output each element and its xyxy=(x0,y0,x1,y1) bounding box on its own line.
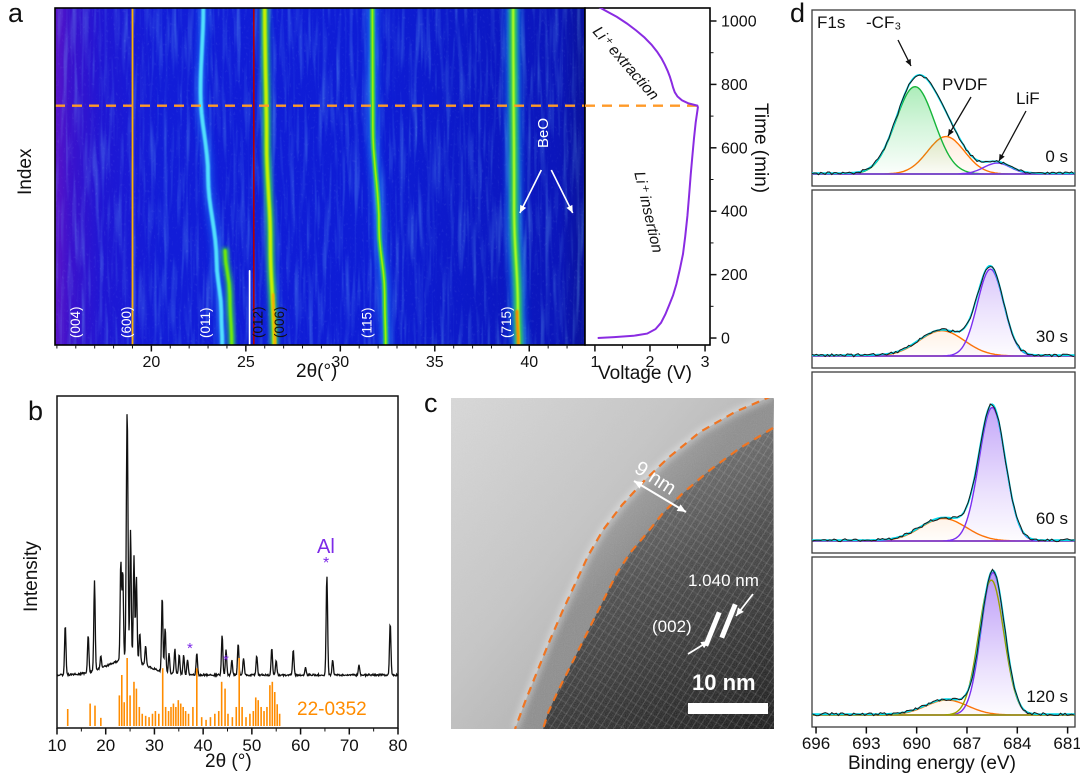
reference-stick-pattern xyxy=(66,658,281,726)
raw-data-trace xyxy=(811,74,1075,176)
f1s-region-label: F1s xyxy=(817,13,846,32)
al-peak-label: Al xyxy=(317,536,335,558)
panel-d-x-axis-title: Binding energy (eV) xyxy=(848,753,1016,774)
cf3-peak-label: -CF₃ xyxy=(866,13,902,32)
svg-text:30: 30 xyxy=(145,736,164,755)
svg-text:600: 600 xyxy=(721,140,748,157)
svg-text:687: 687 xyxy=(953,734,981,753)
phase-label-006: (006) xyxy=(272,306,287,338)
xps-spectrum-120s xyxy=(811,556,1076,728)
svg-text:684: 684 xyxy=(1003,734,1031,753)
panel-d-letter: d xyxy=(790,0,806,28)
raw-data-trace xyxy=(811,568,1074,717)
panel-d-xps: 696 693 690 687 684 681 xyxy=(802,9,1080,753)
svg-text:200: 200 xyxy=(721,267,748,284)
svg-text:25: 25 xyxy=(237,354,255,371)
panel-a-x-axis: 20 25 30 35 40 xyxy=(56,345,568,371)
svg-text:10: 10 xyxy=(48,736,67,755)
svg-text:2: 2 xyxy=(646,354,655,371)
panel-a-voltage: 1 2 30 200 400 600 800 1000 xyxy=(584,7,757,371)
panel-b-x-axis: 10 20 30 40 50 60 70 80 xyxy=(48,728,408,755)
panel-a-y-axis-title: Index xyxy=(15,148,36,195)
svg-text:681: 681 xyxy=(1053,734,1080,753)
scalebar-label: 10 nm xyxy=(692,670,756,695)
phase-label-004: (004) xyxy=(68,306,83,338)
voltage-curve xyxy=(597,8,699,339)
svg-text:696: 696 xyxy=(802,734,830,753)
panel-a-heatmap: (004) (600) (011) (012) (006) (115) (715) 20 25 3… xyxy=(54,7,586,371)
sputter-time-30s: 30 s xyxy=(1035,327,1068,346)
panel-b-x-axis-title: 2θ (°) xyxy=(205,751,252,772)
lattice-plane-label: (002) xyxy=(652,617,692,636)
xrd-trace xyxy=(56,414,399,679)
svg-text:400: 400 xyxy=(721,204,748,221)
impurity-asterisk-1: * xyxy=(187,640,193,657)
svg-text:800: 800 xyxy=(721,77,748,94)
panel-a-x-axis-title: 2θ(°) xyxy=(296,361,338,382)
panel-a-letter: a xyxy=(8,0,24,28)
svg-text:1000: 1000 xyxy=(721,13,757,30)
xps-annotation-arrows xyxy=(897,39,1027,162)
reference-card-label: 22-0352 xyxy=(297,699,367,720)
sputter-time-120s: 120 s xyxy=(1026,687,1068,706)
svg-text:35: 35 xyxy=(426,354,444,371)
sputter-time-60s: 60 s xyxy=(1035,509,1068,528)
raw-data-trace xyxy=(811,403,1074,543)
svg-text:1: 1 xyxy=(590,354,599,371)
lattice-fringe-bar-1 xyxy=(703,611,722,647)
coating-inner-boundary xyxy=(541,427,774,729)
panel-d-x-axis: 696 693 690 687 684 681 xyxy=(802,727,1080,753)
lattice-fringe-bar-2 xyxy=(719,603,738,639)
panel-b-y-axis-title: Intensity xyxy=(21,541,42,612)
phase-label-600: (600) xyxy=(119,306,134,338)
svg-text:30: 30 xyxy=(331,354,349,371)
raw-data-trace xyxy=(811,266,1074,358)
svg-text:693: 693 xyxy=(852,734,880,753)
svg-text:20: 20 xyxy=(96,736,115,755)
beo-annotation: BeO xyxy=(535,117,552,148)
lif-peak-label: LiF xyxy=(1016,89,1040,108)
svg-text:70: 70 xyxy=(340,736,359,755)
phase-label-011: (011) xyxy=(198,307,213,338)
phase-label-115: (115) xyxy=(360,307,375,338)
svg-text:20: 20 xyxy=(142,354,160,371)
time-axis-title: Time (min) xyxy=(750,103,771,194)
svg-text:60: 60 xyxy=(291,736,310,755)
voltage-axis-title: Voltage (V) xyxy=(598,363,692,384)
svg-text:40: 40 xyxy=(520,354,538,371)
xps-spectrum-0s xyxy=(811,9,1076,187)
xps-spectrum-60s xyxy=(811,371,1076,554)
svg-text:40: 40 xyxy=(194,736,213,755)
panel-b-letter: b xyxy=(28,396,44,426)
phase-label-012: (012) xyxy=(250,306,265,338)
coating-outer-boundary xyxy=(513,398,771,729)
svg-text:80: 80 xyxy=(389,736,408,755)
svg-text:50: 50 xyxy=(242,736,261,755)
voltage-time-axes: 1 2 30 200 400 600 800 1000 xyxy=(590,13,756,371)
al-asterisk: * xyxy=(323,555,330,572)
impurity-asterisk-2: * xyxy=(223,652,229,669)
scale-bar xyxy=(688,703,768,714)
panel-c-tem xyxy=(451,398,774,729)
svg-text:0: 0 xyxy=(721,331,730,348)
xps-spectrum-30s xyxy=(811,189,1076,369)
beo-arrows xyxy=(519,169,574,214)
pvdf-peak-label: PVDF xyxy=(942,75,988,94)
phase-label-715: (715) xyxy=(499,306,514,338)
panel-b-xrd: 10 20 30 40 50 60 70 80 xyxy=(48,395,408,755)
lattice-spacing-label: 1.040 nm xyxy=(688,571,759,590)
sputter-time-0s: 0 s xyxy=(1045,147,1068,166)
svg-text:690: 690 xyxy=(902,734,930,753)
tem-annotations xyxy=(633,480,768,714)
svg-text:3: 3 xyxy=(701,354,710,371)
panel-c-letter: c xyxy=(424,388,438,418)
